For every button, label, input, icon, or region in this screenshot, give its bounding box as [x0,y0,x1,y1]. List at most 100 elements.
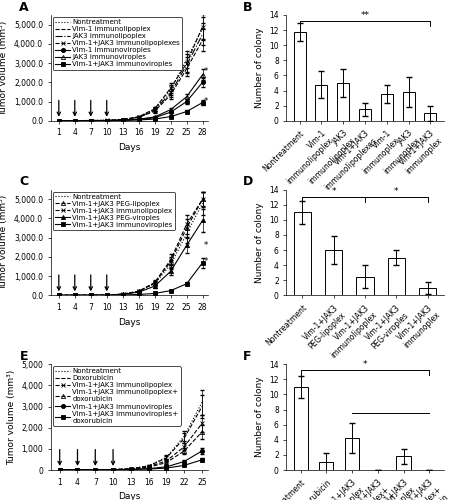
Vim-1 immunolipoplex [56,118,61,124]
Text: C: C [19,176,29,188]
Bar [425,114,437,121]
Vim-1+JAK3 PEG-lipoplex [56,292,61,298]
Vim-1+JAK3 immunoviroples [200,260,205,266]
Vim-1+JAK3 PEG-viroples [104,292,109,298]
Doxorubicin [164,455,169,461]
Vim-1+JAK3 PEG-lipoplex [104,292,109,298]
Bar [319,462,334,470]
Vim-1+JAK3 immunolipoplexes [120,116,126,122]
Vim-1+JAK3 immunoviroples [88,118,93,124]
Nontreatment [104,118,109,124]
Vim-1 immunolipoplex [152,108,158,114]
Line: Nontreatment: Nontreatment [60,402,202,470]
Vim-1+JAK3 PEG-viroples [200,218,205,224]
Legend: Nontreatment, Vim-1 immunolipoplex, JAK3 immunolipoplex, Vim-1+JAK3 immunolipopl: Nontreatment, Vim-1 immunolipoplex, JAK3… [53,17,182,70]
Vim-1+JAK3 PEG-viroples [184,242,189,248]
Vim-1+JAK3 immunoviroples [152,290,158,296]
Vim-1+JAK3 immunoviroples [184,108,189,114]
Vim-1+JAK3 immunoviroples [136,292,141,298]
Bar [356,276,374,295]
Y-axis label: Tumor volume (mm³): Tumor volume (mm³) [7,370,16,464]
Vim-1+JAK3 immunolipoplex [146,464,152,469]
Y-axis label: Tumor volume (mm³): Tumor volume (mm³) [0,195,8,290]
Vim-1+JAK3 immunolipoplex [120,291,126,297]
Text: *: * [363,360,367,370]
Vim-1 immunolipoplex [72,118,78,124]
Vim-1+JAK3 immunolipoplex [199,420,205,426]
Doxorubicin [57,467,62,473]
Nontreatment [164,454,169,460]
Vim-1+JAK3 immunolipoplex [56,292,61,298]
Vim-1+JAK3 immunoviroples [128,466,134,472]
Line: Vim-1 immunolipoplex: Vim-1 immunolipoplex [59,40,202,120]
Vim-1+JAK3 immunoviroples+
doxorubicin [164,465,169,471]
Vim-1+JAK3 immunoviroples [104,292,109,298]
Bar [337,83,349,121]
Bar [325,250,342,296]
Vim-1+JAK3 PEG-lipoplex [200,196,205,202]
Nontreatment [199,400,205,406]
Nontreatment [168,262,173,268]
Vim-1+JAK3 immunolipoplex [200,196,205,202]
Bar [396,456,411,470]
Vim-1+JAK3 PEG-lipoplex [168,258,173,264]
Nontreatment [56,118,61,124]
Nontreatment [128,466,134,471]
Vim-1+JAK3 immunolipoplex [75,466,80,472]
Vim-1+JAK3 immunolipoplexes [56,118,61,124]
Bar [316,84,328,121]
Vim-1+JAK3 immunolipoplex+
doxorubicin [110,466,116,472]
Vim-1+JAK3 immunolipoplexes [152,106,158,112]
Nontreatment [72,118,78,124]
Nontreatment [136,288,141,294]
Nontreatment [184,56,189,62]
Vim-1+JAK3 immunolipoplex [152,280,158,285]
Text: A: A [19,1,29,14]
JAK3 immunolipoplex [120,116,126,122]
Legend: Nontreatment, Vim-1+JAK3 PEG-lipoplex, Vim-1+JAK3 immunolipoplex, Vim-1+JAK3 PEG: Nontreatment, Vim-1+JAK3 PEG-lipoplex, V… [53,192,175,230]
Vim-1+JAK3 immunoviroples [56,118,61,124]
Vim-1+JAK3 immunolipoplex+
doxorubicin [92,466,98,472]
Vim-1+JAK3 immunoviroples [120,292,126,298]
JAK3 immunolipoplex [136,114,141,120]
Nontreatment [200,200,205,206]
Vim-1+JAK3 immunolipoplex [164,458,169,464]
Vim-1+JAK3 immunoviroples [200,100,205,105]
Bar [293,212,311,296]
Vim-1+JAK3 PEG-viroples [72,292,78,298]
Vim-1+JAK3 immunoviroples+
doxorubicin [146,466,152,472]
Text: B: B [243,1,252,14]
JAK3 immunolipoplex [200,31,205,37]
Doxorubicin [182,436,187,442]
Nontreatment [104,292,109,298]
Line: Nontreatment: Nontreatment [59,203,202,295]
Vim-1+JAK3 immunolipoplex [88,292,93,298]
Vim-1 immunoviroples [104,118,109,124]
Vim-1+JAK3 immunoviroples [72,118,78,124]
Vim-1+JAK3 immunoviroples [182,458,187,464]
JAK3 immunoviroples [184,94,189,100]
Bar [293,387,308,470]
Line: Vim-1 immunoviroples: Vim-1 immunoviroples [57,80,205,122]
Vim-1+JAK3 immunoviroples+
doxorubicin [110,466,116,472]
Vim-1+JAK3 immunolipoplex [72,292,78,298]
JAK3 immunoviroples [168,106,173,112]
Vim-1 immunoviroples [136,116,141,122]
Vim-1+JAK3 immunolipoplex+
doxorubicin [128,466,134,472]
Vim-1+JAK3 immunolipoplex [104,292,109,298]
JAK3 immunolipoplex [168,90,173,96]
Doxorubicin [92,466,98,472]
Vim-1 immunolipoplex [136,114,141,120]
Y-axis label: Number of colony: Number of colony [255,28,264,108]
Vim-1+JAK3 PEG-viroples [152,283,158,289]
Vim-1+JAK3 immunolipoplex+
doxorubicin [146,464,152,470]
Bar [359,110,371,121]
Vim-1 immunoviroples [72,118,78,124]
Nontreatment [120,292,126,298]
Legend: Nontreatment, Doxorubicin, Vim-1+JAK3 immunolipoplex, Vim-1+JAK3 immunolipoplex+: Nontreatment, Doxorubicin, Vim-1+JAK3 im… [53,366,181,426]
Doxorubicin [128,466,134,472]
Nontreatment [57,467,62,473]
Vim-1+JAK3 immunolipoplexes [88,118,93,124]
Nontreatment [88,292,93,298]
Text: **: ** [360,12,370,20]
